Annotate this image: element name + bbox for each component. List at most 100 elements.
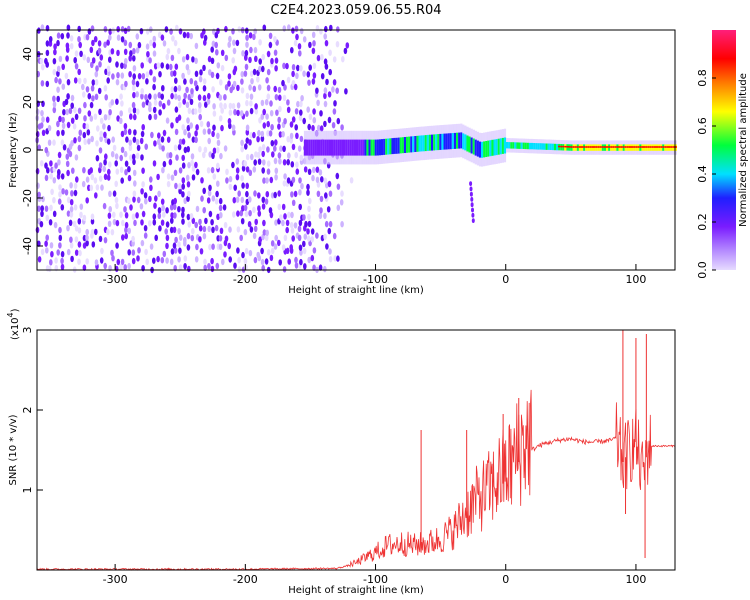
spectrogram-noise-cell (239, 234, 243, 242)
spectrogram-noise-cell (228, 226, 232, 233)
spectrogram-noise-cell (224, 235, 229, 242)
spectrogram-noise-cell (287, 24, 291, 31)
spectrogram-noise-cell (219, 227, 224, 234)
spectrogram-noise-cell (69, 199, 74, 206)
spectrogram-noise-cell (87, 138, 91, 145)
spectrogram-noise-cell (220, 64, 225, 72)
spectrogram-noise-cell (258, 39, 262, 46)
spectrogram-noise-cell (70, 140, 74, 147)
spectrogram-noise-cell (152, 160, 157, 167)
spectrogram-noise-cell (306, 183, 310, 191)
spectrogram-noise-cell (268, 130, 273, 137)
spectrogram-noise-cell (91, 241, 96, 248)
spectrogram-noise-cell (303, 233, 308, 240)
spectrogram-noise-cell (208, 210, 213, 218)
spectrogram-band-peak (653, 146, 657, 148)
spectrogram-band-core (381, 139, 384, 156)
spectrogram-noise-cell (177, 85, 182, 92)
spectrogram-noise-cell (170, 86, 175, 93)
spectrogram-noise-cell (56, 65, 61, 73)
spectrogram-noise-cell (144, 248, 148, 256)
spectrogram-noise-cell (139, 137, 144, 145)
spectrogram-noise-cell (262, 229, 267, 236)
spectrogram-noise-cell (186, 146, 190, 153)
spectrogram-noise-cell (207, 225, 211, 233)
spectrogram-noise-cell (172, 242, 177, 249)
spectrogram-noise-cell (191, 217, 196, 224)
spectrogram-noise-cell (127, 262, 131, 270)
spectrogram-band-peak (672, 146, 675, 148)
spectrogram-noise-cell (307, 256, 312, 264)
spectrogram-noise-cell (195, 124, 199, 131)
spectrogram-noise-cell (169, 28, 173, 35)
spectrogram-noise-cell (173, 247, 178, 254)
spectrogram-noise-cell (78, 129, 83, 136)
spectrogram-band-core (441, 133, 444, 150)
spectrogram-band-core (512, 142, 515, 149)
spectrogram-noise-cell (277, 190, 282, 197)
spectrogram-noise-cell (260, 113, 265, 120)
spectrogram-noise-cell (289, 244, 294, 251)
spectrogram-noise-cell (245, 166, 250, 173)
spectrogram-noise-cell (165, 242, 169, 250)
spectrogram-noise-cell (93, 113, 98, 120)
spectrogram-noise-cell (285, 226, 290, 234)
spectrogram-band-core (387, 138, 390, 155)
spectrogram-noise-cell (264, 234, 269, 241)
spectrogram-noise-cell (329, 24, 333, 32)
spectrogram-noise-cell (94, 79, 99, 86)
spectrogram-tail-cell (469, 186, 473, 192)
spectrogram-noise-cell (248, 196, 252, 203)
spectrogram-noise-cell (333, 100, 337, 107)
spectrogram-noise-cell (300, 183, 304, 190)
spectrogram-noise-cell (240, 71, 245, 78)
spectrogram-noise-cell (323, 177, 328, 184)
spectrogram-noise-cell (279, 214, 283, 221)
spectrogram-noise-cell (152, 35, 157, 43)
spectrogram-noise-cell (271, 151, 275, 158)
spectrogram-noise-cell (248, 249, 253, 257)
spectrogram-noise-cell (287, 152, 291, 159)
spectrogram-band-core (366, 139, 369, 156)
spectrogram-noise-cell (208, 243, 212, 251)
spectrogram-noise-cell (340, 221, 344, 228)
spectrogram-noise-cell (140, 239, 145, 247)
spectrogram-band-core (524, 142, 527, 150)
spectrogram-noise-cell (73, 77, 78, 84)
spectrogram-noise-cell (131, 213, 136, 220)
spectrogram-noise-cell (165, 234, 170, 242)
spectrogram-noise-cell (306, 189, 310, 196)
spectrogram-noise-cell (166, 173, 171, 180)
spectrogram-noise-cell (266, 93, 271, 100)
spectrogram-noise-cell (256, 151, 261, 159)
spectrogram-noise-cell (140, 93, 144, 100)
spectrogram-noise-cell (73, 106, 77, 114)
spectrogram-noise-cell (132, 136, 137, 143)
spectrogram-noise-cell (294, 25, 299, 32)
spectrogram-noise-cell (323, 212, 327, 220)
spectrogram-noise-cell (144, 143, 148, 150)
spectrogram-band-core (449, 133, 452, 150)
spectrogram-band-peak (566, 146, 569, 148)
spectrogram-noise-cell (65, 153, 70, 160)
spectrogram-noise-cell (112, 211, 116, 218)
spectrogram-band-core (368, 139, 371, 156)
spectrogram-noise-cell (261, 144, 266, 151)
spectrogram-tail-cell (470, 197, 474, 202)
spectrogram-noise-cell (60, 263, 65, 271)
spectrogram-noise-cell (175, 154, 179, 161)
spectrogram-noise-cell (190, 234, 195, 242)
spectrogram-band-core (397, 137, 400, 154)
spectrogram-noise-cell (95, 155, 100, 162)
spectrogram-noise-cell (261, 167, 266, 174)
spectrogram-noise-cell (114, 196, 119, 204)
spectrogram-noise-cell (266, 84, 271, 92)
spectrogram-noise-cell (104, 94, 108, 101)
spectrogram-noise-cell (136, 108, 140, 115)
spectrogram-noise-cell (299, 109, 303, 116)
spectrogram-noise-cell (111, 73, 115, 80)
spectrogram-noise-cell (195, 243, 199, 251)
spectrogram-noise-cell (106, 138, 111, 145)
spectrogram-noise-cell (227, 41, 231, 48)
spectrogram-noise-cell (262, 177, 266, 184)
